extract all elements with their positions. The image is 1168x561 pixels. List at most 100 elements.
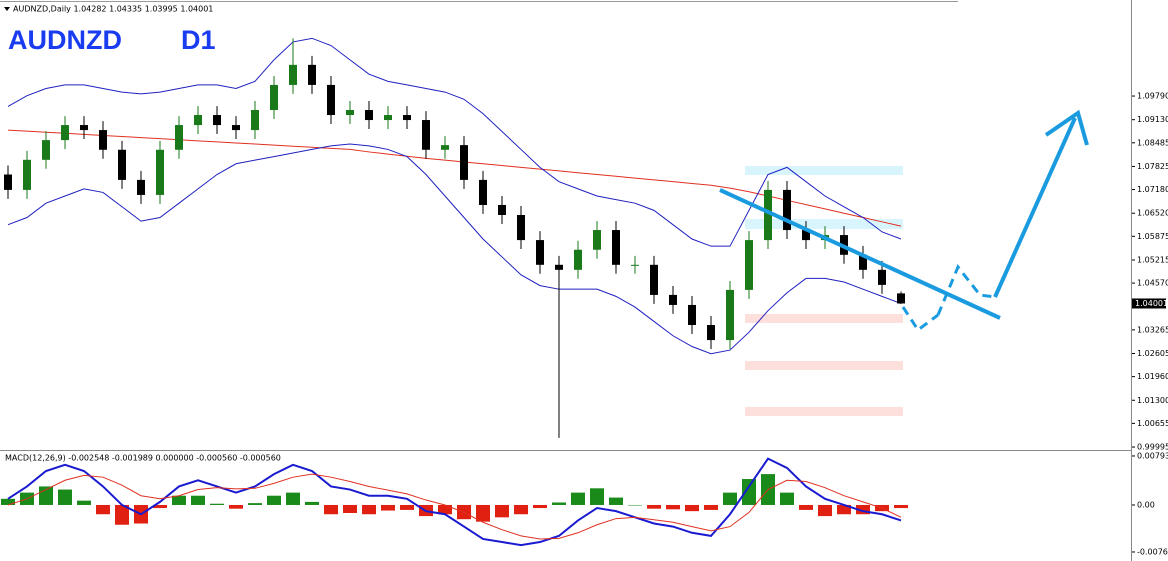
y-tick-label: 0.99995	[1137, 443, 1168, 452]
y-tick-label: 1.08485	[1137, 138, 1168, 147]
arrow-head	[1044, 109, 1089, 146]
resistance-zone	[745, 219, 903, 229]
macd-histogram-bar	[723, 492, 737, 505]
macd-histogram-bar	[438, 504, 452, 515]
macd-histogram-bar	[58, 489, 72, 505]
candle-body	[878, 269, 886, 285]
candle-body	[23, 159, 31, 190]
candle-body	[536, 240, 544, 265]
candle-body	[403, 115, 411, 121]
candle-body	[745, 240, 753, 290]
candle-body	[251, 110, 259, 131]
candle-body	[726, 289, 734, 341]
macd-histogram-bar	[324, 504, 338, 515]
projection-path	[936, 264, 996, 316]
macd-label: MACD(12,26,9) -0.002548 -0.001989 0.0000…	[5, 454, 281, 463]
y-tick-label: 1.06520	[1137, 209, 1168, 218]
y-tick-label: 1.04570	[1137, 279, 1168, 288]
macd-line	[7, 457, 902, 547]
macd-histogram-bar	[1, 498, 15, 505]
candle-body	[213, 115, 221, 126]
projection-arrow	[993, 117, 1077, 298]
indicator-line	[7, 143, 902, 355]
macd-histogram-bar	[780, 492, 794, 505]
candle-body	[479, 179, 487, 205]
candle-body	[422, 120, 430, 150]
candle-body	[669, 294, 677, 305]
candle-body	[4, 174, 12, 190]
candle-body	[688, 304, 696, 326]
candle-body	[175, 125, 183, 150]
support-zone	[745, 361, 903, 370]
macd-histogram-bar	[799, 504, 813, 510]
macd-histogram-bar	[191, 495, 205, 505]
macd-histogram-bar	[115, 504, 129, 525]
macd-histogram-bar	[552, 502, 566, 505]
trend-line	[719, 188, 1001, 320]
menu-arrow[interactable]	[4, 7, 10, 11]
candle-body	[460, 145, 468, 180]
candle-body	[61, 125, 69, 141]
candle-body	[156, 149, 164, 195]
last-price-box	[1132, 298, 1166, 309]
macd-histogram-bar	[267, 495, 281, 505]
macd-line	[7, 473, 902, 540]
y-tick-label: 1.07180	[1137, 185, 1168, 194]
macd-histogram-bar	[172, 495, 186, 505]
candle-body	[80, 125, 88, 131]
macd-histogram-bar	[647, 504, 661, 509]
macd-histogram-bar	[495, 504, 509, 518]
resistance-zone	[745, 166, 903, 175]
macd-histogram-bar	[210, 503, 224, 505]
macd-histogram-bar	[381, 504, 395, 511]
macd-histogram-bar	[286, 492, 300, 505]
support-zone	[745, 407, 903, 416]
macd-histogram-bar	[96, 504, 110, 515]
chart-header: AUDNZD,Daily 1.04282 1.04335 1.03995 1.0…	[13, 5, 213, 14]
macd-histogram-bar	[153, 504, 167, 509]
y-tick-label: 1.01960	[1137, 372, 1168, 381]
candle-body	[137, 179, 145, 195]
candle-body	[555, 264, 563, 270]
y-tick-label: 1.05215	[1137, 255, 1168, 264]
macd-histogram-bar	[248, 503, 262, 505]
macd-histogram-bar	[818, 504, 832, 517]
macd-histogram-bar	[628, 504, 642, 506]
y-tick-label: 1.02605	[1137, 349, 1168, 358]
candle-body	[327, 84, 335, 116]
candle-body	[99, 130, 107, 150]
candle-body	[612, 230, 620, 265]
macd-histogram-bar	[894, 504, 908, 509]
candle-body	[802, 230, 810, 241]
candle-body	[346, 110, 354, 116]
y-tick-label: 1.05875	[1137, 232, 1168, 241]
y-tick-label: 1.07825	[1137, 162, 1168, 171]
macd-histogram-bar	[514, 504, 528, 515]
chart-title: AUDNZD	[8, 25, 122, 55]
candle-body	[441, 145, 449, 150]
macd-histogram-bar	[609, 497, 623, 505]
candle-body	[859, 254, 867, 270]
candle-body	[650, 264, 658, 295]
macd-histogram-bar	[856, 504, 870, 515]
macd-histogram-bar	[362, 504, 376, 515]
candle-body	[232, 125, 240, 131]
candle-body	[365, 110, 373, 121]
candle-body	[783, 189, 791, 231]
candle-body	[764, 189, 772, 241]
y-tick-label: 1.01300	[1137, 396, 1168, 405]
candle-body	[270, 84, 278, 111]
support-zone	[745, 314, 903, 323]
macd-histogram-bar	[476, 504, 490, 522]
candle-body	[194, 115, 202, 126]
candle-body	[707, 325, 715, 341]
candle-body	[574, 249, 582, 270]
candle-body	[897, 293, 905, 304]
macd-histogram-bar	[343, 504, 357, 514]
y-tick-label: -0.007609	[1137, 547, 1168, 556]
candle-body	[593, 230, 601, 250]
candle-body	[118, 149, 126, 180]
macd-histogram-bar	[685, 504, 699, 512]
